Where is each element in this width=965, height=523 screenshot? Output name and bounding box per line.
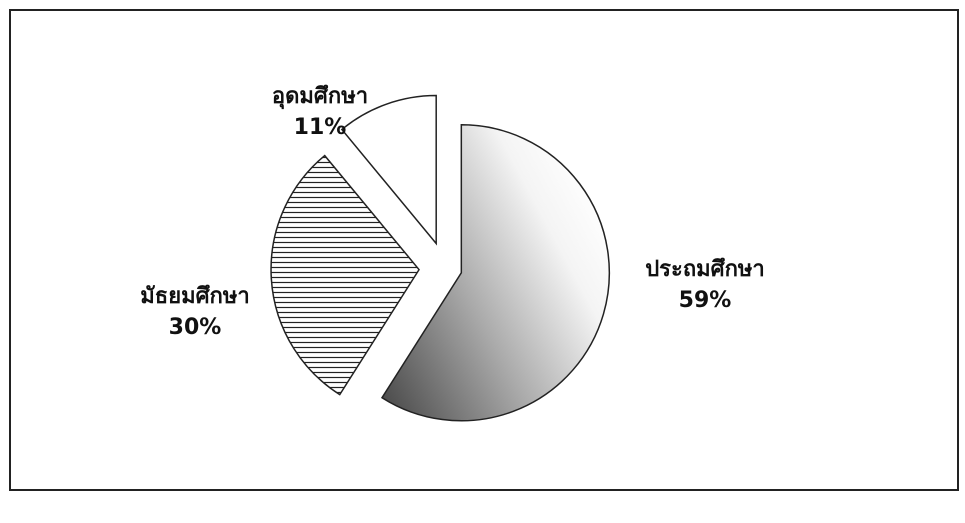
slice-label: มัธยมศึกษา xyxy=(140,284,249,309)
slice-value-label: 11% xyxy=(294,115,347,140)
pie-slice xyxy=(340,94,437,246)
slice-label: อุดมศึกษา xyxy=(272,84,368,110)
slice-value-label: 59% xyxy=(679,288,732,313)
slice-value-label: 30% xyxy=(169,315,222,340)
pie-slice xyxy=(270,154,420,396)
slice-label: ประถมศึกษา xyxy=(645,257,765,282)
pie-slice xyxy=(380,123,611,422)
